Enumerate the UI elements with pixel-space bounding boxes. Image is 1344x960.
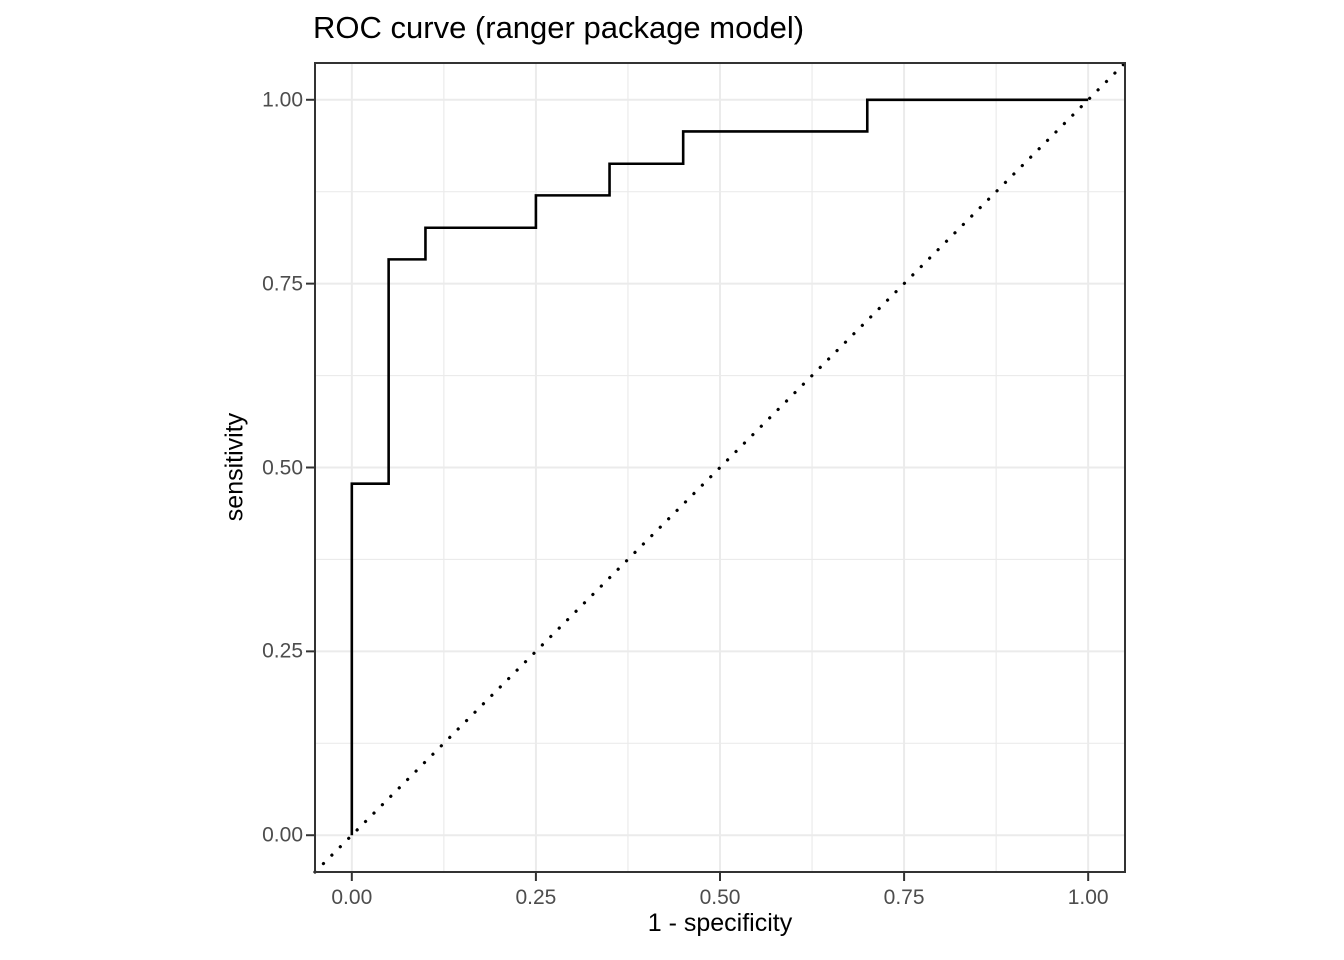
plot-title: ROC curve (ranger package model) xyxy=(313,10,805,45)
y-tick-label-0.75: 0.75 xyxy=(262,272,303,296)
panel-border xyxy=(314,62,1126,873)
x-tick-label-0.75: 0.75 xyxy=(883,886,925,909)
y-tick-label-1.00: 1.00 xyxy=(262,88,303,112)
x-tick-label-0.00: 0.00 xyxy=(331,886,373,909)
y-tick-label-0.25: 0.25 xyxy=(262,639,303,663)
x-axis-title: 1 - specificity xyxy=(647,909,793,937)
roc-step-curve-line xyxy=(350,98,1089,836)
x-tick-label-0.50: 0.50 xyxy=(699,886,741,909)
x-tick-label-0.25: 0.25 xyxy=(515,886,557,909)
x-tick-label-1.00: 1.00 xyxy=(1067,886,1109,909)
y-tick-label-0.00: 0.00 xyxy=(262,823,303,847)
chance-diagonal-line xyxy=(313,61,1127,874)
y-axis-title: sensitivity xyxy=(220,412,249,522)
y-tick-label-0.50: 0.50 xyxy=(262,456,303,479)
